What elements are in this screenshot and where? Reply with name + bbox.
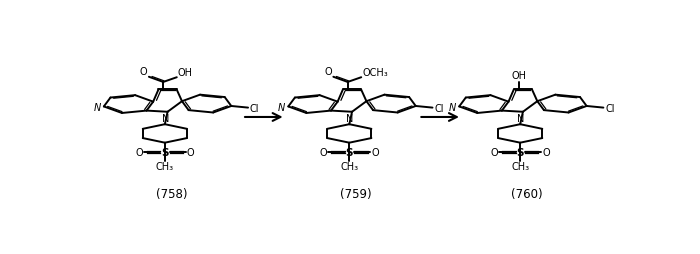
Text: N: N [162,114,169,124]
Text: OCH₃: OCH₃ [363,67,388,77]
Text: (758): (758) [156,187,188,200]
Text: N: N [346,114,354,124]
Text: O: O [542,148,550,157]
Text: O: O [320,148,328,157]
Text: N: N [449,102,456,113]
Text: CH₃: CH₃ [511,162,529,172]
Text: (759): (759) [340,187,372,200]
Text: (760): (760) [511,187,542,200]
Text: N: N [93,102,101,113]
Text: Cl: Cl [250,103,259,113]
Text: S: S [346,148,353,157]
Text: Cl: Cl [434,103,444,113]
Text: CH₃: CH₃ [156,162,174,172]
Text: O: O [491,148,498,157]
Text: OH: OH [178,67,193,77]
Text: N: N [278,102,285,113]
Text: S: S [161,148,169,157]
Text: O: O [324,67,332,77]
Text: O: O [135,148,143,157]
Text: S: S [517,148,524,157]
Text: OH: OH [511,71,526,81]
Text: CH₃: CH₃ [340,162,358,172]
Text: O: O [187,148,195,157]
Text: O: O [140,67,147,77]
Text: O: O [371,148,379,157]
Text: Cl: Cl [605,103,615,113]
Text: N: N [517,114,524,124]
